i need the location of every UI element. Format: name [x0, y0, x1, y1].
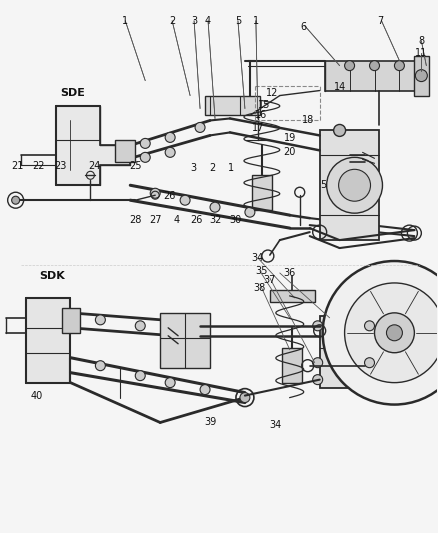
- Circle shape: [12, 196, 20, 204]
- Circle shape: [240, 393, 250, 402]
- Circle shape: [386, 325, 403, 341]
- Polygon shape: [320, 316, 364, 387]
- Circle shape: [374, 313, 414, 353]
- Text: 21: 21: [11, 161, 24, 171]
- Circle shape: [95, 361, 106, 370]
- Circle shape: [313, 321, 323, 331]
- Text: 8: 8: [418, 36, 424, 46]
- Circle shape: [415, 70, 427, 82]
- Circle shape: [170, 325, 180, 335]
- Text: SDK: SDK: [40, 271, 65, 281]
- Circle shape: [140, 139, 150, 148]
- Text: 1: 1: [122, 16, 128, 26]
- Text: 1: 1: [228, 163, 234, 173]
- Text: 16: 16: [255, 110, 267, 120]
- Text: 20: 20: [283, 147, 296, 157]
- Polygon shape: [56, 106, 130, 185]
- Text: 37: 37: [264, 275, 276, 285]
- Text: 11: 11: [415, 47, 427, 58]
- Circle shape: [165, 132, 175, 142]
- Text: 27: 27: [149, 215, 162, 225]
- Circle shape: [150, 188, 160, 198]
- Circle shape: [95, 315, 106, 325]
- Text: 39: 39: [204, 416, 216, 426]
- Circle shape: [334, 124, 346, 136]
- Text: 30: 30: [229, 215, 241, 225]
- Polygon shape: [270, 290, 314, 302]
- Text: 32: 32: [209, 215, 221, 225]
- Polygon shape: [115, 140, 135, 163]
- Polygon shape: [25, 298, 71, 383]
- Circle shape: [345, 283, 438, 383]
- Text: 28: 28: [129, 215, 141, 225]
- Text: 35: 35: [256, 266, 268, 276]
- Circle shape: [364, 358, 374, 368]
- Text: 18: 18: [302, 116, 314, 125]
- Circle shape: [195, 123, 205, 132]
- Polygon shape: [63, 308, 81, 333]
- Text: 25: 25: [129, 161, 141, 171]
- Text: 19: 19: [284, 133, 296, 143]
- Circle shape: [313, 358, 323, 368]
- Text: 26: 26: [190, 215, 202, 225]
- Text: SDE: SDE: [60, 87, 85, 98]
- Text: 6: 6: [300, 22, 307, 32]
- Text: 15: 15: [258, 100, 270, 109]
- Circle shape: [345, 61, 355, 71]
- Circle shape: [135, 370, 145, 381]
- Polygon shape: [325, 61, 419, 91]
- Circle shape: [140, 152, 150, 163]
- Circle shape: [395, 61, 404, 71]
- Text: 3: 3: [190, 163, 196, 173]
- Text: 22: 22: [32, 161, 45, 171]
- Polygon shape: [282, 348, 302, 383]
- Text: 3: 3: [191, 16, 197, 26]
- Polygon shape: [252, 175, 272, 210]
- Text: 5: 5: [321, 180, 327, 190]
- Circle shape: [210, 202, 220, 212]
- Text: 23: 23: [54, 161, 67, 171]
- Polygon shape: [414, 55, 429, 95]
- Circle shape: [135, 321, 145, 331]
- Text: 12: 12: [265, 87, 278, 98]
- Text: 24: 24: [88, 161, 101, 171]
- Circle shape: [165, 378, 175, 387]
- Polygon shape: [205, 95, 260, 116]
- Text: 26: 26: [163, 191, 175, 201]
- Text: 36: 36: [284, 268, 296, 278]
- Circle shape: [245, 207, 255, 217]
- Text: 2: 2: [169, 16, 175, 26]
- Circle shape: [313, 375, 323, 385]
- Circle shape: [165, 148, 175, 157]
- Circle shape: [327, 157, 382, 213]
- Polygon shape: [160, 313, 210, 368]
- Circle shape: [370, 61, 379, 71]
- Text: 2: 2: [209, 163, 215, 173]
- Circle shape: [339, 169, 371, 201]
- Text: 5: 5: [235, 16, 241, 26]
- Text: 4: 4: [173, 215, 179, 225]
- Text: 7: 7: [378, 16, 384, 26]
- Text: 17: 17: [252, 124, 264, 133]
- Text: 38: 38: [254, 283, 266, 293]
- Circle shape: [200, 385, 210, 394]
- Text: 14: 14: [333, 82, 346, 92]
- Text: 40: 40: [31, 391, 43, 401]
- Text: 4: 4: [205, 16, 211, 26]
- Text: 34: 34: [252, 253, 264, 263]
- Text: 1: 1: [253, 16, 259, 26]
- Polygon shape: [320, 131, 379, 240]
- Circle shape: [180, 195, 190, 205]
- Circle shape: [364, 321, 374, 331]
- Text: 34: 34: [270, 421, 282, 431]
- Circle shape: [323, 261, 438, 405]
